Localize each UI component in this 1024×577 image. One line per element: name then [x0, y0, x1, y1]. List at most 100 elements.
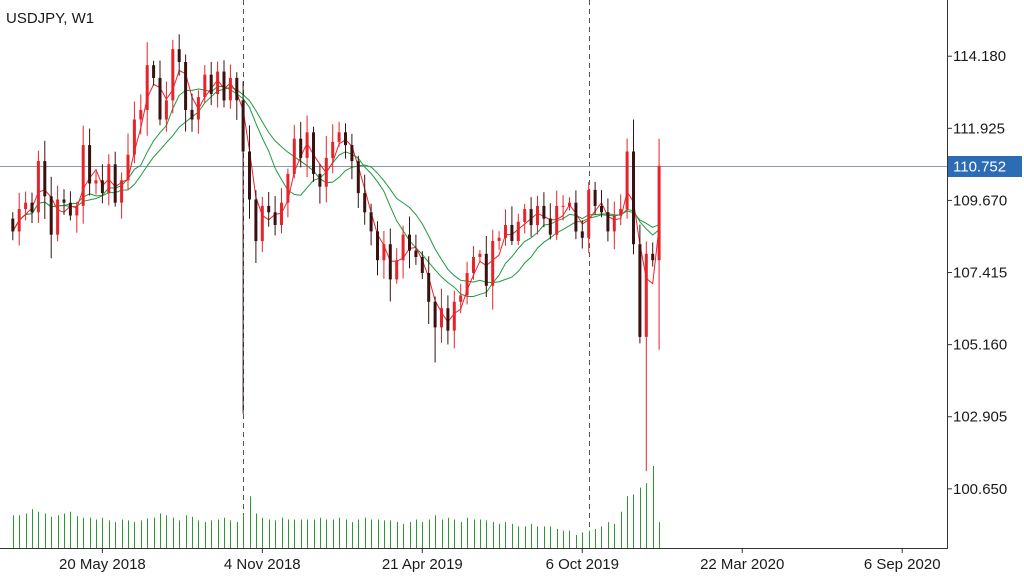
candle-body [472, 257, 475, 273]
candle [657, 138, 661, 350]
candle-body [228, 77, 232, 101]
candle [235, 72, 239, 120]
candle-body [612, 215, 616, 232]
candle [62, 189, 66, 215]
price-tick-label: 102.905 [953, 409, 1007, 426]
candle-body [504, 225, 507, 238]
candle-body [523, 209, 527, 222]
candle [184, 54, 188, 132]
candle [11, 212, 15, 241]
candle-body [24, 202, 28, 210]
candle [580, 220, 584, 249]
candle-body [209, 74, 213, 94]
candle [273, 196, 277, 236]
candle [568, 197, 571, 211]
candle-body [497, 237, 501, 241]
candle [36, 150, 40, 223]
candle-body [580, 231, 584, 238]
candle-body [286, 173, 290, 203]
price-tick-label: 109.670 [953, 192, 1007, 209]
candle [132, 101, 136, 164]
candle [94, 171, 98, 195]
candle-body [260, 205, 264, 242]
candle-body [171, 49, 175, 101]
candle [158, 60, 162, 126]
candle-body [126, 154, 130, 181]
candle-body [369, 212, 373, 232]
candle-body [644, 253, 648, 337]
candle [632, 119, 635, 255]
candle-body [107, 164, 111, 194]
current-price-label-text: 110.752 [953, 159, 1006, 176]
candle [401, 225, 405, 279]
time-tick-label: 20 May 2018 [59, 556, 146, 573]
time-tick-label: 21 Apr 2019 [382, 556, 463, 573]
chart-title: USDJPY, W1 [6, 10, 94, 27]
candle-body [536, 205, 539, 226]
candle-body [196, 97, 200, 120]
candle-body [81, 145, 85, 206]
candle-body [356, 161, 360, 194]
candle-body [36, 161, 40, 213]
candle-body [446, 308, 450, 331]
candle-body [113, 164, 117, 203]
candle [171, 39, 175, 114]
candle-body [433, 301, 437, 328]
candle-body [401, 234, 405, 261]
candle-body [331, 141, 335, 158]
candle-body [299, 138, 303, 158]
candle-body [561, 205, 565, 207]
candle-body [139, 109, 143, 120]
candle-body [177, 49, 181, 62]
candle-body [235, 77, 239, 101]
candle-body [94, 180, 98, 184]
candle [484, 236, 488, 297]
candle-body [452, 301, 456, 331]
candle-body [568, 202, 571, 206]
candle [30, 192, 34, 224]
candle [497, 231, 501, 250]
candle-body [376, 231, 379, 261]
candle [510, 206, 514, 245]
candle-body [420, 257, 424, 273]
candle [292, 124, 296, 179]
candle-body [273, 212, 277, 225]
price-tick-label: 111.925 [953, 120, 1005, 137]
price-tick-label: 100.650 [953, 481, 1007, 498]
candle-body [516, 221, 520, 241]
candle-body [152, 65, 156, 78]
candle [356, 155, 360, 208]
candle [523, 204, 527, 234]
candle [17, 192, 21, 246]
candle-body [344, 132, 347, 146]
candle-body [548, 218, 552, 235]
candle [113, 151, 117, 207]
candle-body [606, 212, 610, 232]
candle [190, 93, 194, 132]
candle-body [190, 109, 194, 120]
candle [216, 61, 220, 108]
candle-body [395, 260, 399, 280]
candle [164, 81, 168, 132]
candle-body [145, 65, 149, 110]
candle [344, 123, 347, 159]
candle-body [305, 132, 309, 158]
candle [491, 229, 495, 310]
candle-body [491, 241, 495, 286]
candle-body [254, 199, 258, 242]
candle [139, 94, 143, 135]
candle [446, 295, 450, 345]
candle [312, 126, 315, 182]
candle [408, 216, 411, 269]
candlesticks [11, 34, 661, 472]
candle-body [478, 253, 482, 257]
candle [542, 192, 546, 228]
candle-body [280, 202, 283, 226]
candle-body [427, 273, 431, 302]
candle-body [120, 180, 124, 203]
candle [561, 195, 565, 221]
volume-bars [13, 466, 660, 548]
candle [465, 261, 469, 305]
candle-body [68, 202, 72, 216]
